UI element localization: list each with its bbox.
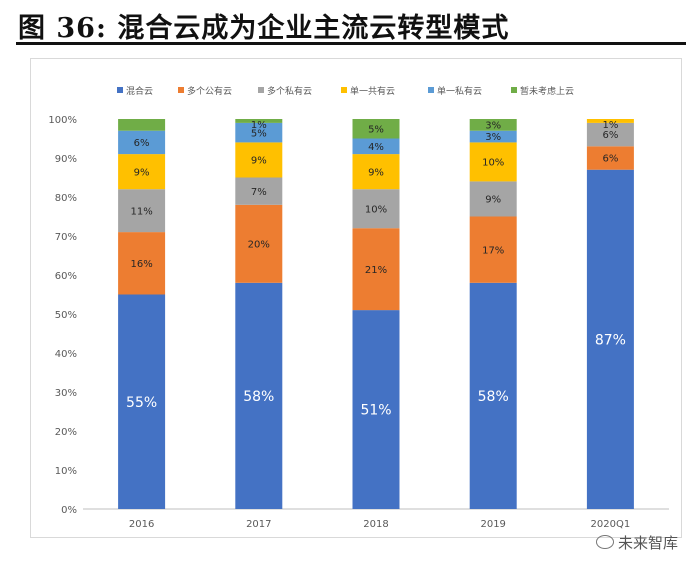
x-tick-label: 2020Q1 [591,519,631,530]
y-tick-label: 100% [48,115,77,126]
data-label: 58% [478,389,509,405]
bar-segment [586,169,634,509]
data-label: 87% [595,332,626,348]
data-label: 55% [126,395,157,411]
data-label: 58% [243,389,274,405]
bar-segment [352,119,400,139]
data-label: 17% [482,245,504,256]
bar-segment [469,130,517,143]
bar-segment [118,119,166,131]
x-tick-label: 2019 [480,519,505,530]
legend-label: 混合云 [126,85,153,97]
bar-segment [235,204,283,283]
bar-segment [469,181,517,217]
bar-segment [469,119,517,131]
bar-segment [235,122,283,143]
data-label: 20% [248,239,270,250]
bar-segment [469,142,517,182]
x-tick-label: 2017 [246,519,271,530]
y-tick-label: 10% [55,466,77,477]
data-label: 5% [251,128,267,139]
data-label: 6% [134,138,150,149]
x-tick-label: 2016 [129,519,154,530]
bar-segment [352,154,400,190]
y-tick-label: 60% [55,271,77,282]
chart-frame: 混合云 多个公有云 多个私有云 单一共有云 单一私有云 暂未考虑上云 0% 10% 20% 30%… [30,58,682,538]
bar-segment [469,282,517,509]
legend-label: 单一私有云 [437,85,482,97]
bar-segment [118,189,166,233]
wechat-icon [595,535,614,549]
bar-segment [352,228,400,311]
bar-segment [586,146,634,170]
legend-swatch [178,87,184,93]
legend-label: 暂未考虑上云 [520,85,574,97]
data-label: 16% [130,259,152,270]
y-tick-label: 50% [55,310,77,321]
data-label: 6% [602,130,618,141]
bar-segment [586,122,634,147]
y-tick-label: 40% [55,349,77,360]
data-label: 5% [368,124,384,135]
bar-segment [235,142,283,178]
legend-swatch [117,87,123,93]
y-tick-label: 90% [55,154,77,165]
data-label: 7% [251,187,267,198]
y-tick-label: 30% [55,388,77,399]
watermark-text: 未来智库 [617,534,678,552]
legend-swatch [428,87,434,93]
y-tick-label: 70% [55,232,77,243]
data-label: 1% [602,120,618,131]
bar-segment [235,119,283,123]
data-label: 1% [251,120,267,131]
data-label: 9% [134,167,150,178]
y-tick-label: 80% [55,193,77,204]
bar-segment [352,310,400,509]
bar-segment [352,189,400,229]
data-label: 10% [482,158,504,169]
data-label: 9% [251,156,267,167]
y-tick-label: 0% [61,505,77,516]
data-label: 51% [360,403,391,419]
watermark: 未来智库 [595,532,678,553]
bar-segment [469,216,517,283]
bar-segment [118,154,166,190]
x-tick-label: 2018 [363,519,388,530]
bar-segment [352,138,400,155]
legend-swatch [341,87,347,93]
bar-segment [118,232,166,295]
legend-label: 多个公有云 [187,85,232,97]
data-label: 11% [130,206,152,217]
legend-label: 多个私有云 [267,85,312,97]
bar-segment [235,282,283,509]
title-rule [16,42,686,45]
y-tick-label: 20% [55,427,77,438]
legend-swatch [511,87,517,93]
bar-segment [118,294,166,509]
data-label: 9% [368,167,384,178]
data-label: 4% [368,142,384,153]
data-label: 6% [602,154,618,165]
data-label: 21% [365,265,387,276]
legend-label: 单一共有云 [350,85,395,97]
stacked-bar-chart: 混合云 多个公有云 多个私有云 单一共有云 单一私有云 暂未考虑上云 0% 10% 20% 30%… [48,85,669,530]
data-label: 9% [485,195,501,206]
data-label: 3% [485,120,501,131]
legend-swatch [258,87,264,93]
data-label: 3% [485,132,501,143]
bar-segment [118,130,166,155]
figure-title: 图 36: 混合云成为企业主流云转型模式 [18,13,510,44]
bar-segment [586,119,634,123]
data-label: 10% [365,204,387,215]
bar-segment [235,177,283,205]
